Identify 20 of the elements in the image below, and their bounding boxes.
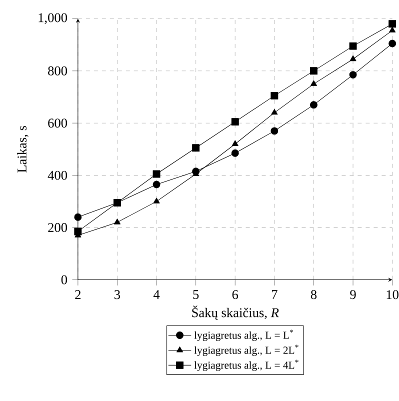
legend-label: lygiagretus alg., L = 2L$^{*}$ xyxy=(194,344,298,356)
x-tick-label: 9 xyxy=(350,290,356,300)
y-tick-label: 600 xyxy=(48,118,68,128)
y-tick-label: 1,000 xyxy=(38,13,68,24)
legend-label: lygiagretus alg., L = L$^{*}$ xyxy=(194,330,294,342)
x-tick-label: 5 xyxy=(193,290,199,300)
x-tick-label: 3 xyxy=(114,290,120,300)
x-tick-label: 10 xyxy=(386,290,398,300)
x-tick-label: 2 xyxy=(75,290,81,299)
y-tick-label: 400 xyxy=(48,170,68,180)
y-axis-title: Laikas, s xyxy=(17,126,28,173)
y-tick-label: 200 xyxy=(48,223,68,232)
x-tick-label: 4 xyxy=(153,290,160,299)
x-axis-title: Šakų skaičius, R xyxy=(192,306,279,320)
x-tick-label: 8 xyxy=(310,290,317,300)
x-tick-label: 6 xyxy=(232,290,238,300)
x-tick-label: 7 xyxy=(272,290,278,299)
y-tick-label: 800 xyxy=(48,66,68,76)
y-tick-label: 0 xyxy=(61,275,68,284)
legend-label: lygiagretus alg., L = 4L$^{*}$ xyxy=(194,360,298,371)
